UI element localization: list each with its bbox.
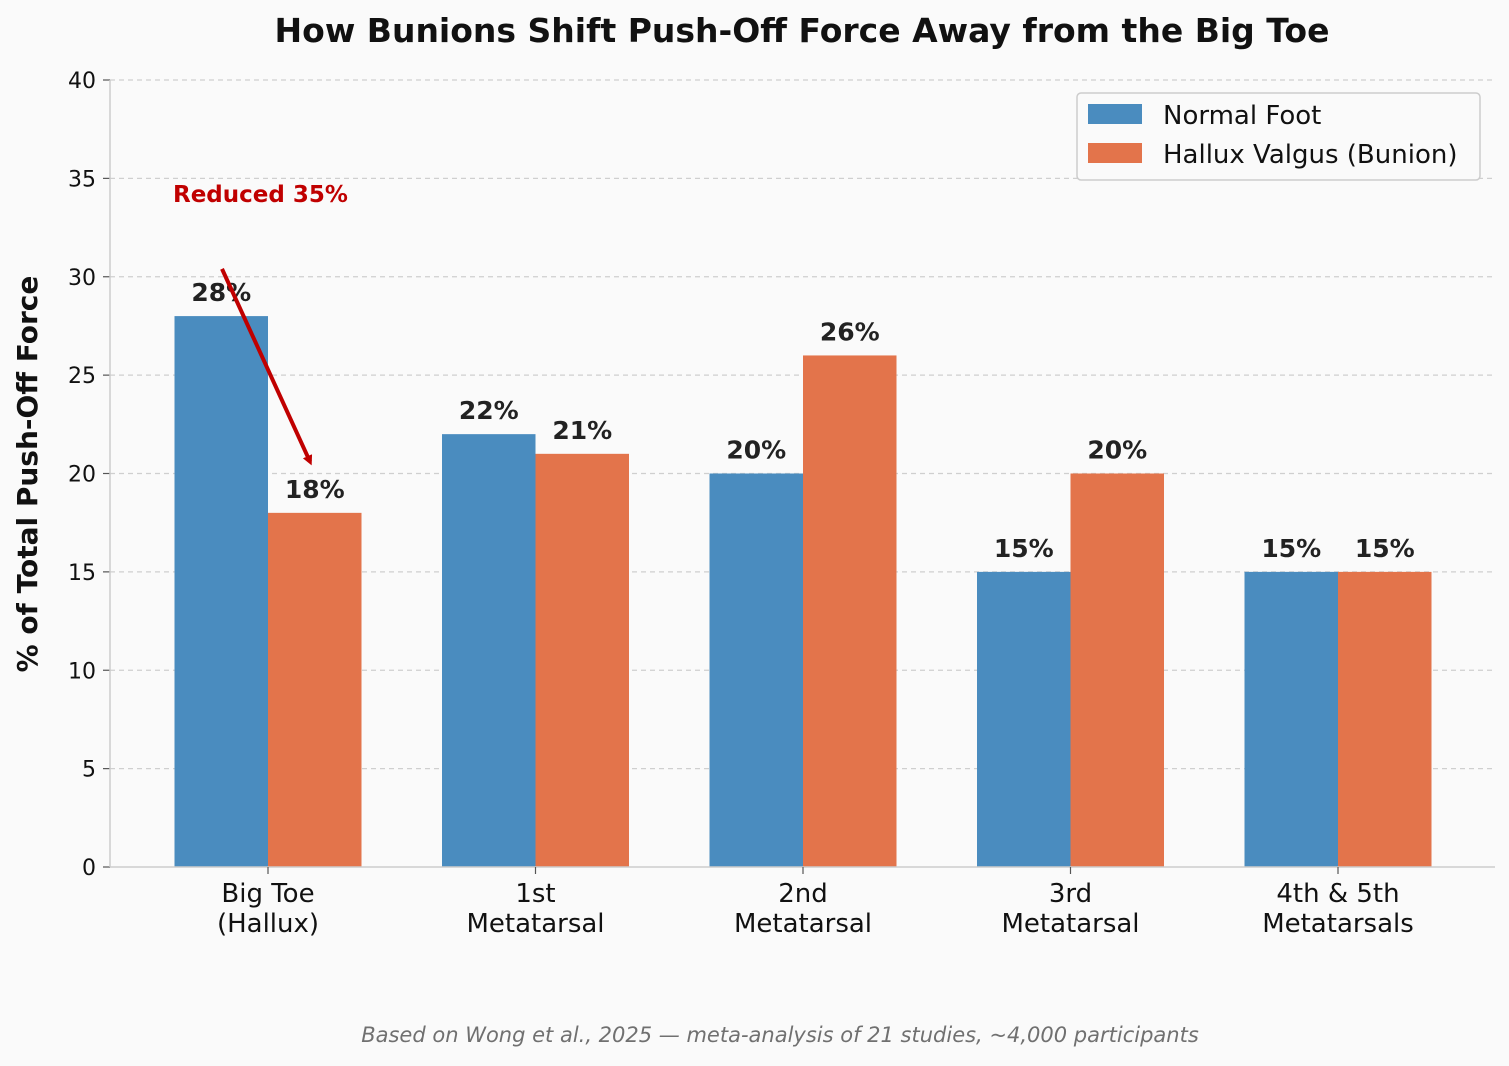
annotation: Reduced 35%	[173, 182, 348, 466]
bar-hallux-valgus	[803, 355, 897, 867]
legend: Normal Foot Hallux Valgus (Bunion)	[1076, 92, 1481, 181]
data-label: 28%	[191, 278, 251, 307]
bar-normal-foot	[1244, 571, 1338, 867]
x-tick-label: 1st Metatarsal	[466, 879, 604, 939]
y-tick-label: 0	[82, 856, 96, 881]
footnote: Based on Wong et al., 2025 — meta-analys…	[361, 1023, 1199, 1047]
y-tick-label: 30	[68, 266, 96, 291]
data-label: 18%	[285, 475, 345, 504]
data-label: 21%	[552, 416, 612, 445]
y-tick-label: 5	[82, 758, 96, 783]
data-label: 20%	[1087, 436, 1147, 465]
annotation-reduced-label: Reduced 35%	[173, 182, 348, 208]
bar-hallux-valgus	[268, 512, 362, 867]
legend-label-normal-foot: Normal Foot	[1163, 101, 1321, 131]
y-tick-label: 40	[68, 69, 96, 94]
axes: 0 5 10 15 20 25 30 35 40 Big Toe (Hallux) 1st Metata…	[68, 69, 1495, 939]
y-tick-label: 20	[68, 463, 96, 488]
y-tick-label: 25	[68, 364, 96, 389]
data-label: 22%	[459, 396, 519, 425]
data-label: 15%	[1355, 534, 1415, 563]
legend-swatch-hallux-valgus	[1088, 143, 1142, 163]
chart-title: How Bunions Shift Push-Off Force Away fr…	[275, 11, 1330, 50]
bars	[174, 316, 1432, 868]
x-tick-label: 3rd Metatarsal	[1001, 879, 1139, 939]
bar-hallux-valgus	[535, 453, 629, 867]
data-labels: 28% 22% 20% 15% 15% 18% 21% 26% 20% 15%	[191, 278, 1414, 563]
legend-box	[1076, 92, 1481, 181]
bar-hallux-valgus	[1070, 473, 1164, 867]
y-axis-title: % of Total Push-Off Force	[11, 276, 44, 673]
data-label: 20%	[726, 436, 786, 465]
data-label: 15%	[994, 534, 1054, 563]
legend-swatch-normal-foot	[1088, 104, 1142, 124]
y-tick-label: 35	[68, 167, 96, 192]
bar-normal-foot	[174, 316, 268, 868]
y-tick-label: 10	[68, 659, 96, 684]
bar-hallux-valgus	[1338, 571, 1432, 867]
bar-normal-foot	[977, 571, 1071, 867]
legend-label-hallux-valgus: Hallux Valgus (Bunion)	[1163, 140, 1457, 170]
bar-normal-foot	[709, 473, 803, 867]
annotation-arrow	[220, 268, 313, 466]
data-label: 15%	[1261, 534, 1321, 563]
data-label: 26%	[820, 317, 880, 346]
x-tick-label: 4th & 5th Metatarsals	[1262, 879, 1414, 939]
x-tick-label: 2nd Metatarsal	[734, 879, 872, 939]
y-tick-label: 15	[68, 561, 96, 586]
bar-normal-foot	[442, 434, 536, 867]
x-tick-label: Big Toe (Hallux)	[217, 879, 319, 939]
